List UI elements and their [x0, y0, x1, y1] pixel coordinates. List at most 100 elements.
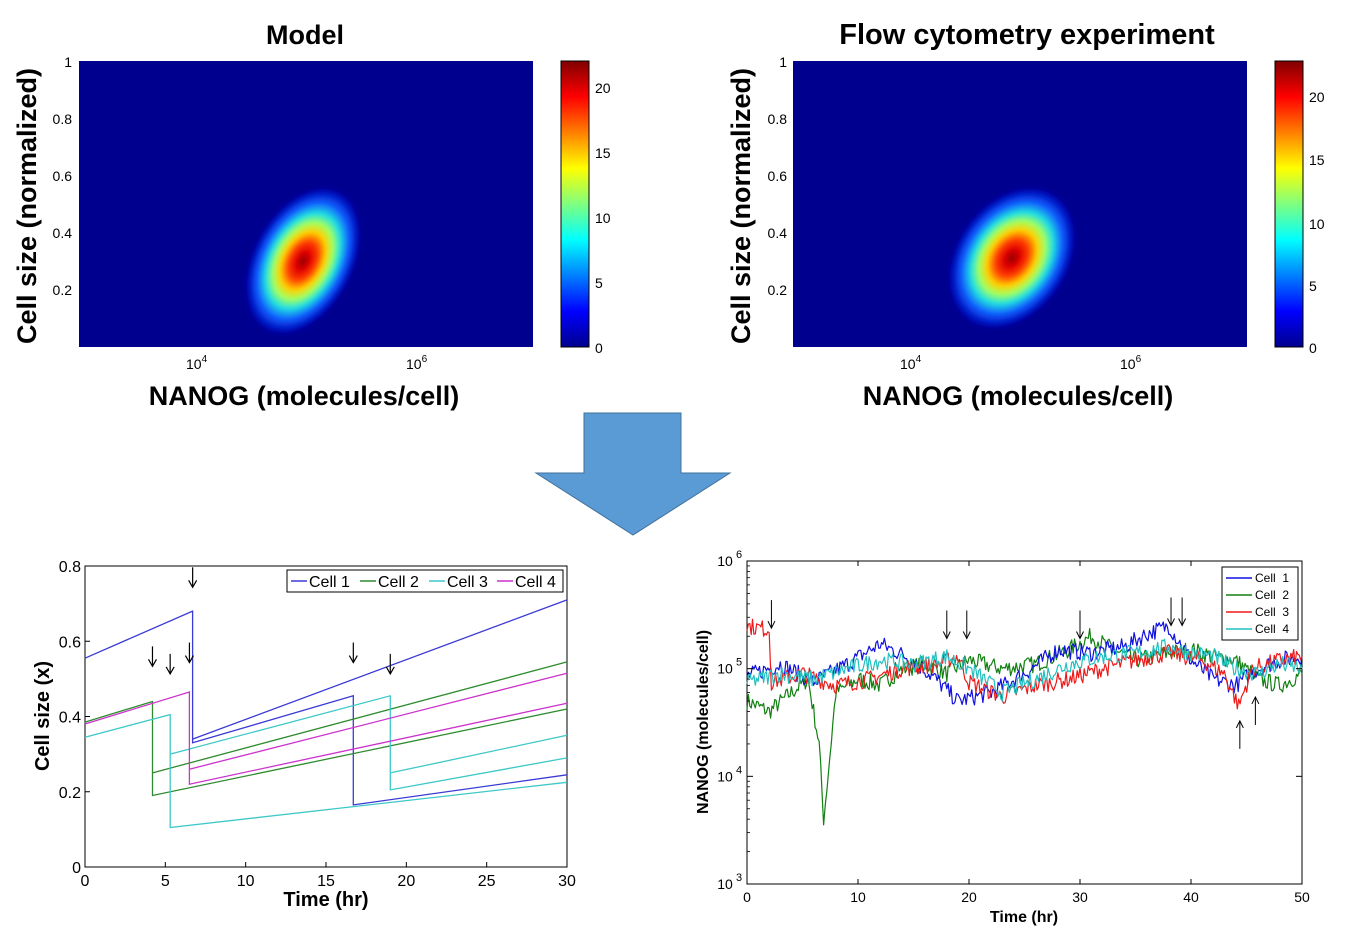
y-tick-label: 10 [717, 553, 733, 569]
nanog-ylabel: NANOG (molecules/cell) [695, 630, 712, 814]
y-tick-label: 10 [717, 661, 733, 677]
cell-size-series-line-4 [189, 672, 568, 770]
y-tick-exponent: 4 [736, 764, 742, 776]
cell-size-division-arrows [147, 567, 395, 676]
heatmap-model-colorbar-ticks: 0 5 10 15 20 [595, 80, 611, 356]
colorbar-tick: 20 [595, 80, 611, 96]
heatmap-model-colorbar [560, 60, 590, 348]
legend-label-ts-cell3: Cell 3 [1255, 605, 1289, 619]
cell-size-legend-box [286, 569, 564, 593]
x-tick-label: 25 [478, 873, 496, 890]
heatmap-model-xtick-1e6: 106 [406, 354, 428, 372]
y-tick-exponent: 3 [736, 872, 742, 884]
y-tick-label: 10 [717, 768, 733, 784]
colorbar-tick: 0 [595, 340, 603, 356]
nanog-xlabel: Time (hr) [990, 909, 1058, 926]
heatmap-model-ytick: 0.2 [53, 282, 73, 298]
legend-label-ts-cell4: Cell 4 [1255, 622, 1289, 636]
division-arrow-head [1178, 618, 1187, 627]
division-arrow-head [188, 580, 198, 589]
heatmap-flow: Flow cytometry experiment 0.2 0.4 0.6 0.… [726, 19, 1325, 411]
heatmap-flow-ytick: 0.2 [768, 282, 788, 298]
x-tick-label: 30 [558, 873, 576, 890]
down-arrow-shape [534, 412, 732, 536]
colorbar-tick: 10 [1309, 216, 1325, 232]
nanog-series-line-2 [746, 628, 1303, 826]
cell-size-series [84, 599, 568, 829]
x-tick-label: 40 [1183, 889, 1199, 905]
colorbar-tick: 15 [595, 145, 611, 161]
cell-size-series-line-3 [84, 713, 568, 829]
colorbar-tick: 0 [1309, 340, 1317, 356]
legend-label-cell3: Cell 3 [447, 574, 488, 591]
cell-size-series-line-3 [170, 694, 568, 791]
nanog-division-arrows [767, 597, 1260, 749]
division-arrow-head [147, 659, 158, 668]
nanog-legend-box [1221, 566, 1299, 641]
heatmap-model-ytick: 0.6 [53, 168, 73, 184]
cell-size-series-line-1 [192, 599, 568, 740]
cell-size-series-line-2 [84, 700, 568, 797]
heatmap-model-title: Model [266, 20, 344, 50]
heatmap-flow-density-blob [945, 184, 1079, 332]
y-tick-label: 0.8 [59, 559, 81, 576]
y-tick-label: 0 [72, 860, 81, 877]
heatmap-flow-colorbar-ticks: 0 5 10 15 20 [1309, 89, 1325, 356]
division-arrow-head [1235, 719, 1244, 729]
legend-label-cell4: Cell 4 [515, 574, 556, 591]
legend-label-cell2: Cell 2 [378, 574, 419, 591]
division-arrow-head [767, 620, 776, 630]
x-tick-label: 20 [397, 873, 415, 890]
y-tick-label: 0.2 [59, 785, 81, 802]
x-tick-label: 0 [81, 873, 90, 890]
heatmap-model: Model 0.2 0.4 0.6 0.8 1 104 106 NANOG (m… [12, 20, 611, 411]
nanog-series [746, 618, 1303, 826]
cell-size-ylabel: Cell size (x) [32, 661, 54, 771]
legend-label-ts-cell1: Cell 1 [1255, 571, 1289, 585]
cell-size-legend: Cell 1 Cell 2 Cell 3 Cell 4 [286, 569, 564, 593]
nanog-series-line-3 [746, 618, 1303, 710]
y-tick-exponent: 6 [736, 549, 742, 561]
division-arrow-head [184, 655, 194, 664]
legend-label-cell1: Cell 1 [309, 574, 350, 591]
heatmap-model-x-ticks: 104 106 [186, 354, 428, 372]
x-tick-label: 20 [961, 889, 977, 905]
y-tick-label: 0.6 [59, 634, 81, 651]
cell-size-ticks: 0 5 10 15 20 25 30 0 0.2 0.4 0.6 0.8 [59, 559, 576, 890]
x-tick-label: 30 [1072, 889, 1088, 905]
division-arrow-head [1251, 695, 1260, 705]
heatmap-model-y-ticks: 0.2 0.4 0.6 0.8 1 [53, 54, 73, 298]
cell-size-series-line-2 [152, 661, 568, 774]
y-tick-label: 0.4 [59, 710, 81, 727]
heatmap-flow-ytick: 1 [779, 54, 787, 70]
x-tick-label: 10 [237, 873, 255, 890]
nanog-plot-area [746, 560, 1303, 885]
cell-size-plot-area [84, 565, 568, 868]
x-tick-label: 50 [1294, 889, 1310, 905]
y-tick-label: 10 [717, 876, 733, 892]
heatmap-flow-colorbar [1274, 60, 1304, 348]
heatmap-flow-ytick: 0.6 [768, 168, 788, 184]
heatmap-model-xlabel: NANOG (molecules/cell) [149, 381, 460, 411]
x-tick-label: 15 [317, 873, 335, 890]
cell-size-xlabel: Time (hr) [283, 889, 368, 911]
division-arrow-head [942, 631, 951, 640]
division-arrow-head [385, 666, 395, 676]
y-tick-exponent: 5 [736, 657, 742, 669]
x-tick-label: 0 [743, 889, 751, 905]
heatmap-model-xtick-1e4: 104 [186, 354, 208, 372]
colorbar-tick: 20 [1309, 89, 1325, 105]
division-arrow-head [1076, 631, 1084, 640]
heatmap-model-density-blob [243, 184, 363, 338]
nanog-series-line-1 [746, 621, 1303, 706]
heatmap-flow-title: Flow cytometry experiment [839, 19, 1215, 51]
colorbar-tick: 10 [595, 210, 611, 226]
heatmap-flow-y-ticks: 0.2 0.4 0.6 0.8 1 [768, 54, 788, 298]
heatmap-flow-ytick: 0.4 [768, 225, 788, 241]
heatmap-flow-xtick-1e6: 106 [1120, 354, 1142, 372]
heatmap-model-ytick: 0.4 [53, 225, 73, 241]
heatmap-model-ytick: 0.8 [53, 111, 73, 127]
